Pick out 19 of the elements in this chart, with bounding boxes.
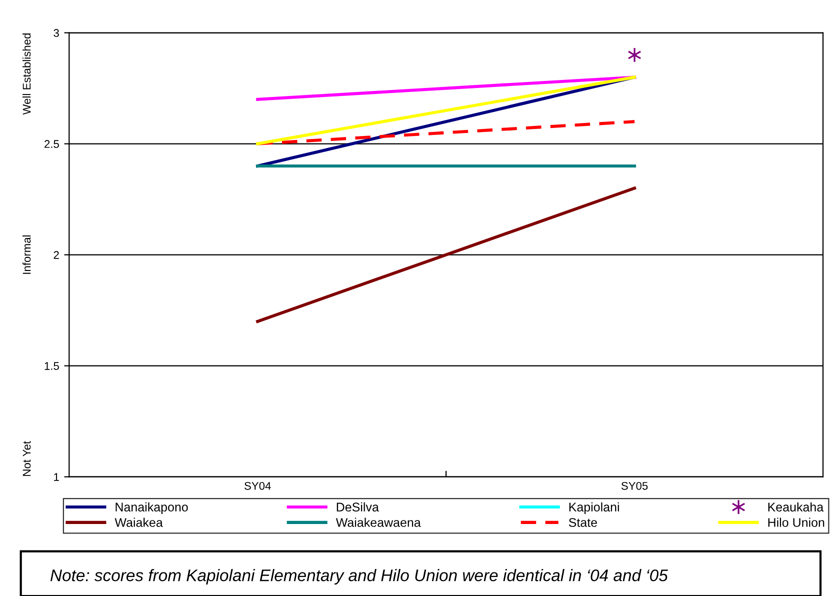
- y-tick-label: 2: [54, 251, 59, 259]
- legend-label: Keaukaha: [768, 502, 824, 512]
- x-tick-label: SY05: [621, 482, 648, 490]
- legend-label: Hilo Union: [768, 518, 824, 527]
- y-tick-label: 1: [54, 473, 59, 481]
- legend-label: Nanaikapono: [116, 502, 188, 514]
- legend-label: DeSilva: [336, 502, 379, 512]
- text: Informal: [22, 235, 31, 274]
- y-tick-label: 3: [54, 29, 59, 37]
- y-tick-label: 1.5: [44, 362, 59, 370]
- y-tick-label: 2.5: [44, 140, 59, 148]
- text: Note: scores from Kapiolani Elementary and Hilo Union were identical in ‘04 and ‘05: [50, 569, 668, 585]
- legend-label: State: [568, 518, 597, 527]
- legend-label: Waiakeawaena: [336, 518, 421, 527]
- text: Not Yet: [22, 441, 31, 476]
- legend-label: Waiakea: [114, 518, 163, 527]
- legend-label: Kapiolani: [569, 502, 619, 514]
- text: Well Established: [22, 33, 31, 115]
- x-tick-label: SY04: [244, 482, 271, 490]
